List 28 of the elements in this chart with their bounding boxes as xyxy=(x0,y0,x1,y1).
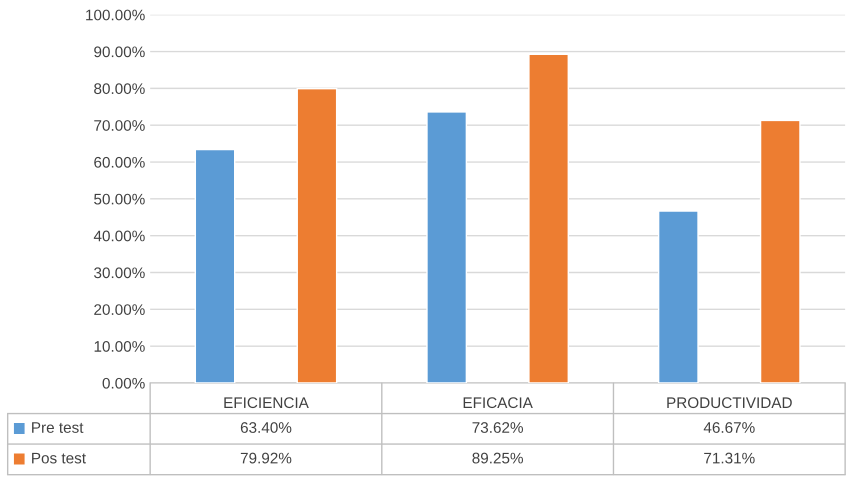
data-label: 89.25% xyxy=(472,452,524,464)
y-tick-label: 40.00% xyxy=(94,230,145,242)
x-tick-label: EFICACIA xyxy=(464,397,533,408)
y-tick-label: 60.00% xyxy=(94,156,145,168)
y-tick-label: 30.00% xyxy=(94,267,145,278)
y-tick-label: 90.00% xyxy=(94,46,145,58)
data-label: 46.67% xyxy=(704,422,755,433)
y-tick-label: 0.00% xyxy=(102,378,145,389)
bar xyxy=(426,111,468,383)
y-tick-label: 70.00% xyxy=(94,120,145,131)
bar xyxy=(528,54,569,383)
bar xyxy=(760,120,801,383)
data-label: 73.62% xyxy=(472,422,524,433)
bar xyxy=(658,210,699,383)
y-tick-label: 10.00% xyxy=(94,341,145,352)
y-tick-label: 80.00% xyxy=(94,83,145,94)
bar xyxy=(296,88,338,383)
y-tick-label: 50.00% xyxy=(94,194,145,205)
x-tick-label: PRODUCTIVIDAD xyxy=(667,397,792,408)
legend-label: Pos test xyxy=(32,452,86,464)
data-label: 71.31% xyxy=(704,452,755,464)
data-label: 79.92% xyxy=(240,452,292,464)
data-label: 63.40% xyxy=(240,422,292,433)
y-tick-label: 100.00% xyxy=(86,10,145,20)
y-tick-label: 20.00% xyxy=(94,304,145,316)
bar xyxy=(194,148,236,383)
x-tick-label: EFICIENCIA xyxy=(224,397,309,408)
legend-label: Pre test xyxy=(32,422,84,433)
